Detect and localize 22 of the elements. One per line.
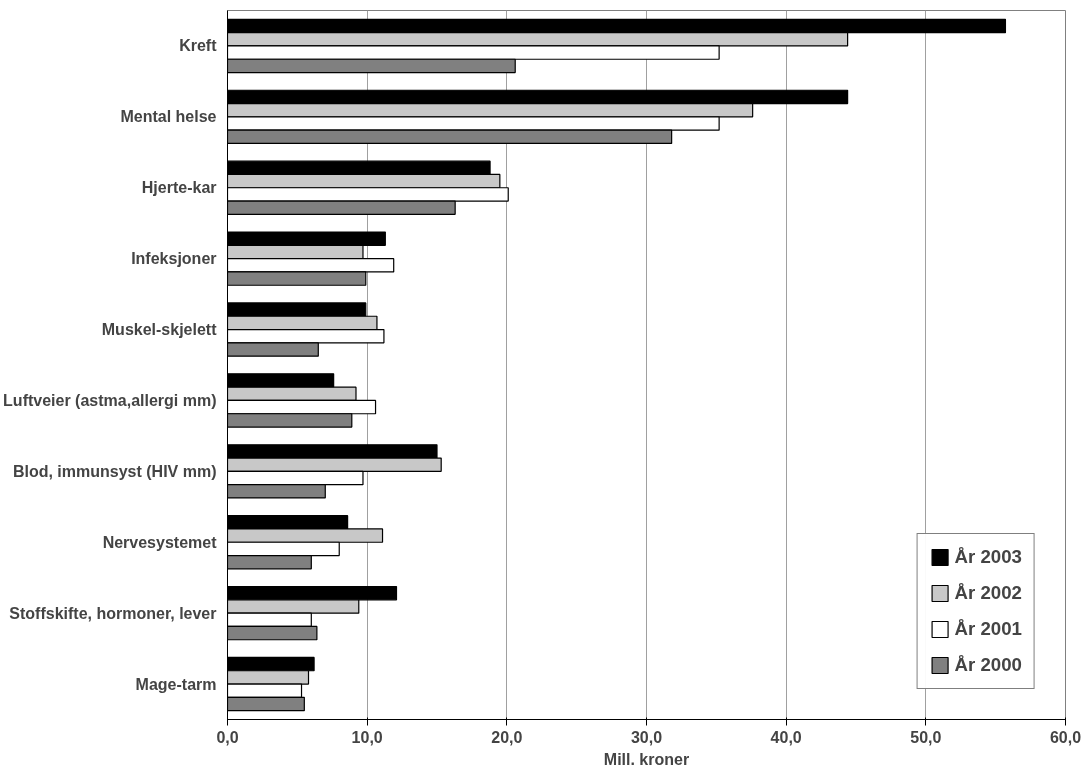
- x-tick-label: 20,0: [491, 728, 523, 746]
- y-tick-label: Luftveier (astma,allergi mm): [3, 391, 217, 409]
- x-tick-label: 30,0: [630, 728, 663, 746]
- legend-label: År 2000: [954, 654, 1022, 676]
- y-tick-label: Hjerte-kar: [141, 179, 217, 197]
- y-tick-label: Stoffskifte, hormoner, lever: [9, 604, 217, 622]
- x-tick-label: 10,0: [351, 728, 383, 746]
- x-tick-label: 50,0: [910, 728, 942, 746]
- x-tick-label: 40,0: [770, 728, 802, 746]
- y-tick-label: Mental helse: [120, 108, 217, 126]
- legend-label: År 2003: [954, 546, 1022, 568]
- y-tick-label: Infeksjoner: [131, 250, 217, 268]
- x-axis-title: Mill. kroner: [603, 750, 690, 768]
- y-tick-label: Kreft: [179, 37, 218, 55]
- y-tick-label: Nervesystemet: [102, 533, 218, 551]
- x-tick-label: 0,0: [216, 728, 239, 746]
- y-tick-label: Muskel-skjelett: [101, 321, 218, 339]
- x-tick-label: 60,0: [1049, 728, 1082, 746]
- y-tick-label: Blod, immunsyst (HIV mm): [12, 462, 217, 480]
- y-tick-label: Mage-tarm: [135, 675, 217, 693]
- legend-label: År 2002: [954, 582, 1022, 604]
- legend-label: År 2001: [954, 618, 1022, 640]
